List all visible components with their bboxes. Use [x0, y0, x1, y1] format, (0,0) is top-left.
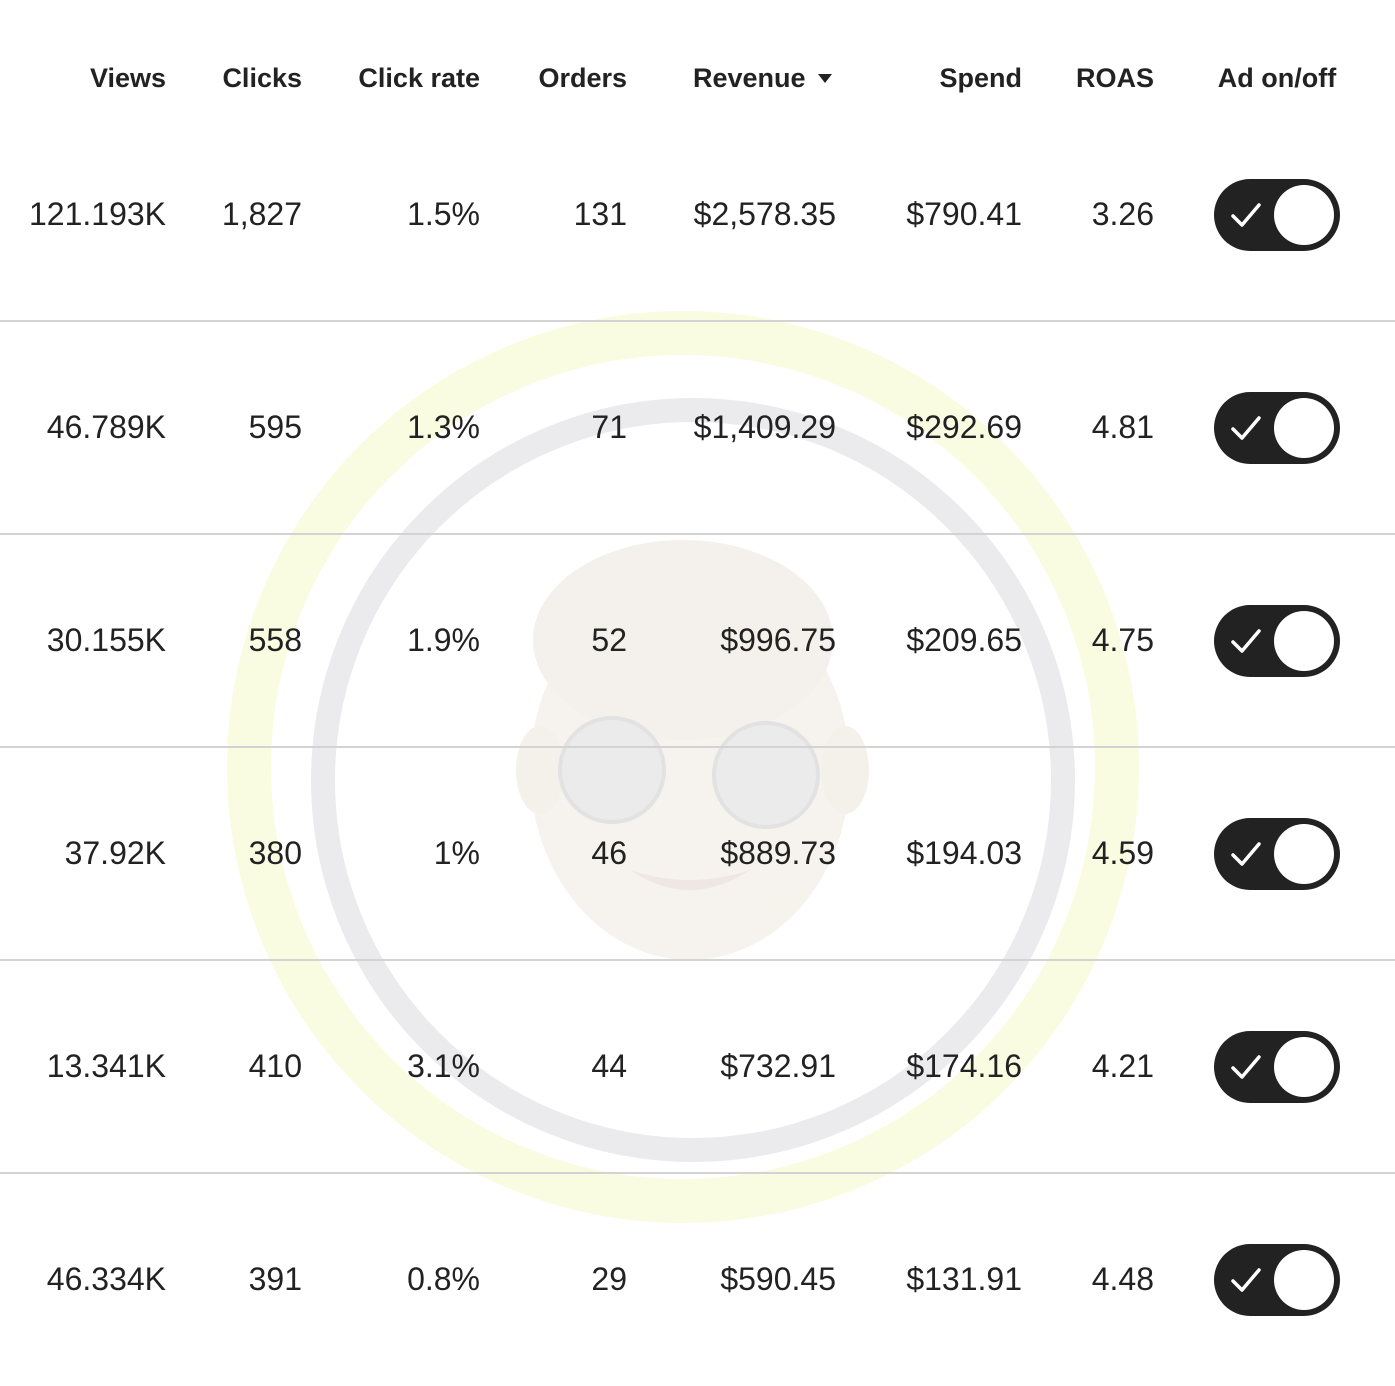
table-row: 37.92K 380 1% 46 $889.73 $194.03 4.59 [0, 747, 1395, 961]
cell-roas: 4.75 [1091, 622, 1154, 658]
header-click-rate[interactable]: Click rate [358, 63, 480, 93]
cell-views: 121.193K [28, 196, 166, 232]
cell-revenue: $889.73 [720, 835, 836, 871]
cell-views: 46.789K [46, 409, 166, 445]
check-icon [1231, 1055, 1261, 1079]
cell-views: 46.334K [46, 1261, 166, 1297]
cell-roas: 4.81 [1091, 409, 1154, 445]
cell-revenue: $996.75 [720, 622, 836, 658]
cell-revenue: $1,409.29 [693, 409, 836, 445]
toggle-knob [1274, 824, 1334, 884]
cell-views: 13.341K [46, 1048, 166, 1084]
check-icon [1231, 842, 1261, 866]
cell-views: 37.92K [64, 835, 166, 871]
cell-orders: 46 [591, 835, 627, 871]
table-row: 121.193K 1,827 1.5% 131 $2,578.35 $790.4… [0, 108, 1395, 322]
cell-revenue: $2,578.35 [693, 196, 836, 232]
header-views[interactable]: Views [89, 63, 166, 93]
cell-spend: $292.69 [906, 409, 1022, 445]
cell-orders: 44 [591, 1048, 627, 1084]
cell-clicks: 558 [248, 622, 302, 658]
toggle-knob [1274, 611, 1334, 671]
cell-click-rate: 0.8% [407, 1261, 480, 1297]
toggle-knob [1274, 1037, 1334, 1097]
cell-clicks: 410 [248, 1048, 302, 1084]
cell-spend: $209.65 [906, 622, 1022, 658]
cell-click-rate: 1.9% [407, 622, 480, 658]
header-orders[interactable]: Orders [538, 63, 627, 93]
cell-orders: 71 [591, 409, 627, 445]
cell-clicks: 595 [248, 409, 302, 445]
cell-spend: $131.91 [906, 1261, 1022, 1297]
ad-toggle[interactable] [1214, 818, 1340, 890]
check-icon [1231, 416, 1261, 440]
cell-spend: $194.03 [906, 835, 1022, 871]
cell-roas: 4.48 [1091, 1261, 1154, 1297]
toggle-knob [1274, 185, 1334, 245]
cell-clicks: 391 [248, 1261, 302, 1297]
header-roas[interactable]: ROAS [1075, 63, 1154, 93]
cell-clicks: 380 [248, 835, 302, 871]
cell-click-rate: 3.1% [407, 1048, 480, 1084]
cell-click-rate: 1.3% [407, 409, 480, 445]
cell-roas: 4.59 [1091, 835, 1154, 871]
ad-toggle[interactable] [1214, 1031, 1340, 1103]
cell-orders: 52 [591, 622, 627, 658]
cell-orders: 29 [591, 1261, 627, 1297]
cell-orders: 131 [573, 196, 627, 232]
table-header: Views Clicks Click rate Orders Revenue S… [0, 50, 1395, 106]
toggle-knob [1274, 398, 1334, 458]
cell-click-rate: 1% [433, 835, 480, 871]
table-row: 46.334K 391 0.8% 29 $590.45 $131.91 4.48 [0, 1173, 1395, 1386]
header-revenue[interactable]: Revenue [693, 50, 843, 106]
cell-roas: 3.26 [1091, 196, 1154, 232]
cell-clicks: 1,827 [221, 196, 302, 232]
toggle-knob [1274, 1250, 1334, 1310]
cell-spend: $790.41 [906, 196, 1022, 232]
ad-toggle[interactable] [1214, 179, 1340, 251]
cell-revenue: $590.45 [720, 1261, 836, 1297]
caret-down-icon [817, 74, 832, 84]
ad-toggle[interactable] [1214, 605, 1340, 677]
header-ad-toggle: Ad on/off [1217, 63, 1337, 93]
table-row: 13.341K 410 3.1% 44 $732.91 $174.16 4.21 [0, 960, 1395, 1174]
ad-toggle[interactable] [1214, 1244, 1340, 1316]
check-icon [1231, 1268, 1261, 1292]
cell-roas: 4.21 [1091, 1048, 1154, 1084]
table-row: 30.155K 558 1.9% 52 $996.75 $209.65 4.75 [0, 534, 1395, 748]
header-clicks[interactable]: Clicks [222, 63, 302, 93]
cell-click-rate: 1.5% [407, 196, 480, 232]
cell-spend: $174.16 [906, 1048, 1022, 1084]
cell-revenue: $732.91 [720, 1048, 836, 1084]
table-row: 46.789K 595 1.3% 71 $1,409.29 $292.69 4.… [0, 321, 1395, 535]
check-icon [1231, 203, 1261, 227]
ad-toggle[interactable] [1214, 392, 1340, 464]
header-revenue-label: Revenue [693, 63, 806, 93]
cell-views: 30.155K [46, 622, 166, 658]
header-spend[interactable]: Spend [939, 63, 1022, 93]
check-icon [1231, 629, 1261, 653]
